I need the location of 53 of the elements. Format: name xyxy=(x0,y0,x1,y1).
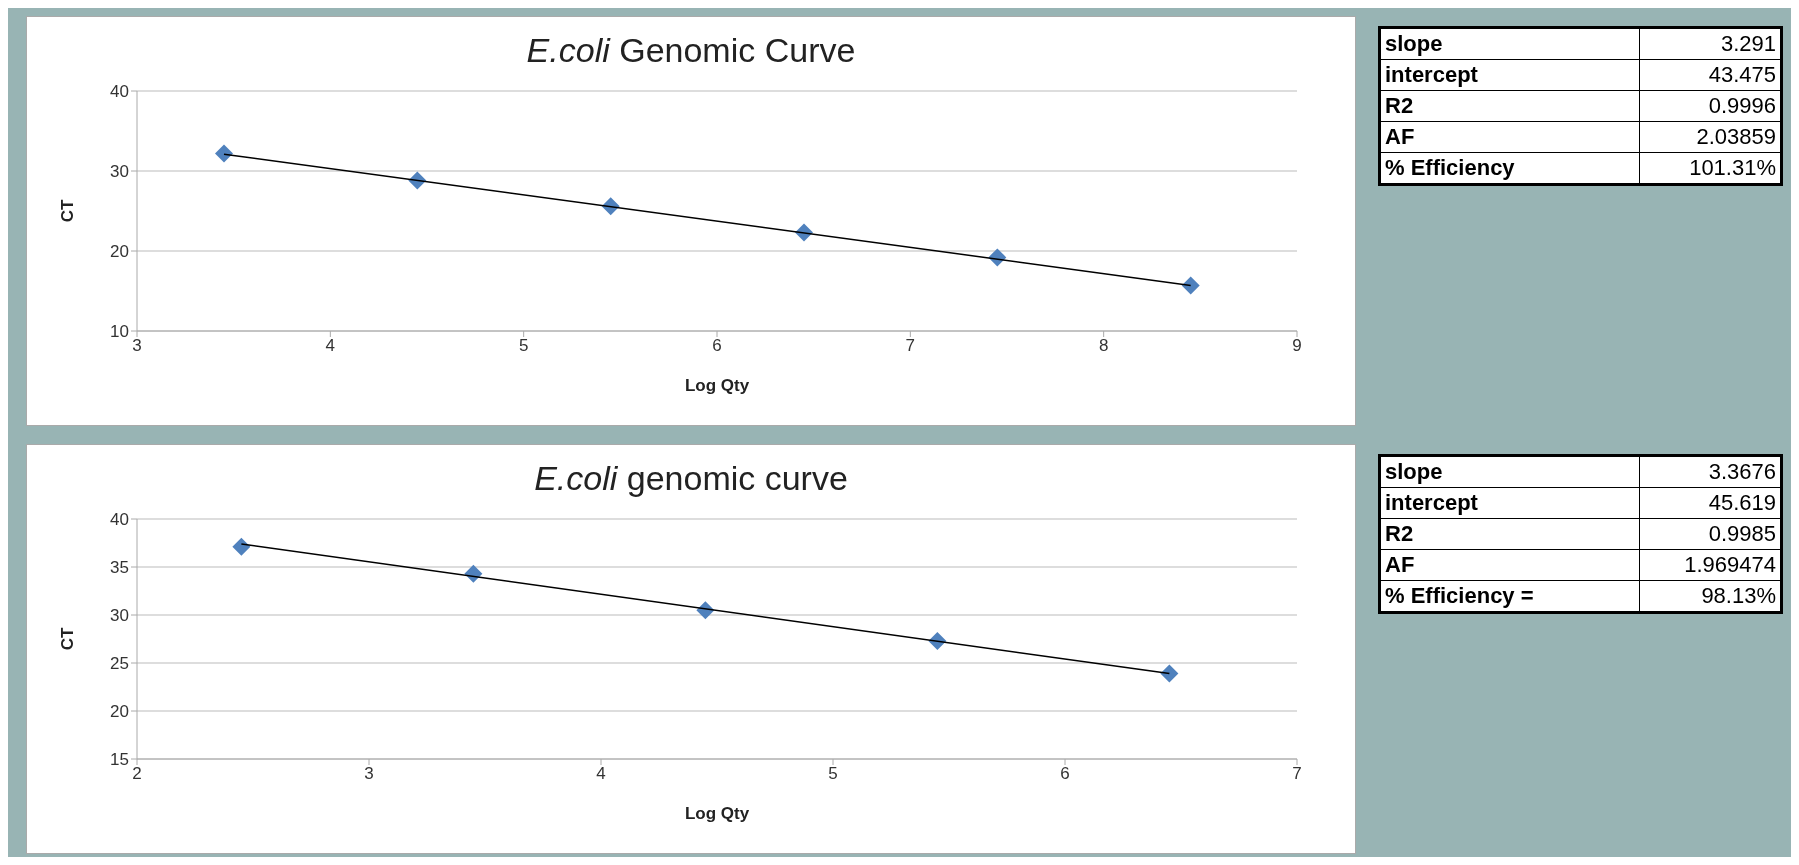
y-axis-title: CT xyxy=(58,627,78,651)
text: 0.9985 xyxy=(1639,518,1782,550)
text: 98.13% xyxy=(1639,580,1782,613)
x-tick-label: 5 xyxy=(518,336,529,356)
text: % Efficiency = xyxy=(1379,580,1640,613)
text: intercept xyxy=(1379,487,1640,519)
y-tick-label: 40 xyxy=(110,510,129,530)
x-tick-label: 9 xyxy=(1292,336,1302,356)
y-tick-label: 30 xyxy=(110,162,129,182)
y-tick-label: 20 xyxy=(110,242,129,262)
text: 1.969474 xyxy=(1639,549,1782,581)
y-tick-label: 25 xyxy=(110,654,129,674)
x-tick-label: 5 xyxy=(828,764,838,784)
point xyxy=(1160,664,1179,683)
y-tick-label: 15 xyxy=(110,750,129,770)
x-tick-label: 2 xyxy=(132,764,142,784)
text: 3.291 xyxy=(1639,27,1782,60)
x-tick-label: 4 xyxy=(325,336,336,356)
text: % Efficiency xyxy=(1379,152,1640,185)
x-tick-label: 7 xyxy=(905,336,916,356)
point xyxy=(232,537,251,556)
text: AF xyxy=(1379,549,1640,581)
y-tick-label: 40 xyxy=(110,82,129,102)
x-tick-label: 8 xyxy=(1098,336,1109,356)
y-axis-title: CT xyxy=(58,199,78,223)
x-tick-label: 3 xyxy=(364,764,374,784)
text: 3.3676 xyxy=(1639,455,1782,488)
text: 2.03859 xyxy=(1639,121,1782,153)
x-tick-label: 6 xyxy=(1060,764,1070,784)
text: R2 xyxy=(1379,90,1640,122)
text: R2 xyxy=(1379,518,1640,550)
y-tick-label: 10 xyxy=(110,322,129,342)
text: slope xyxy=(1379,455,1640,488)
text: AF xyxy=(1379,121,1640,153)
x-tick-label: 7 xyxy=(1292,764,1302,784)
x-tick-label: 6 xyxy=(712,336,722,356)
text: 101.31% xyxy=(1639,152,1782,185)
x-axis-title: Log Qty xyxy=(684,376,750,395)
point xyxy=(1181,276,1200,295)
x-axis-title: Log Qty xyxy=(684,804,750,823)
text: 43.475 xyxy=(1639,59,1782,91)
x-tick-label: 3 xyxy=(132,336,142,356)
text: intercept xyxy=(1379,59,1640,91)
text: 0.9996 xyxy=(1639,90,1782,122)
point xyxy=(215,144,233,163)
text: 45.619 xyxy=(1639,487,1782,519)
y-tick-label: 30 xyxy=(110,606,129,626)
y-tick-label: 35 xyxy=(110,558,129,578)
chart-title: E.coli genomic curve xyxy=(533,459,849,499)
y-tick-label: 20 xyxy=(110,702,129,722)
chart-title: E.coli Genomic Curve xyxy=(525,31,857,71)
text: slope xyxy=(1379,27,1640,60)
x-tick-label: 4 xyxy=(596,764,606,784)
